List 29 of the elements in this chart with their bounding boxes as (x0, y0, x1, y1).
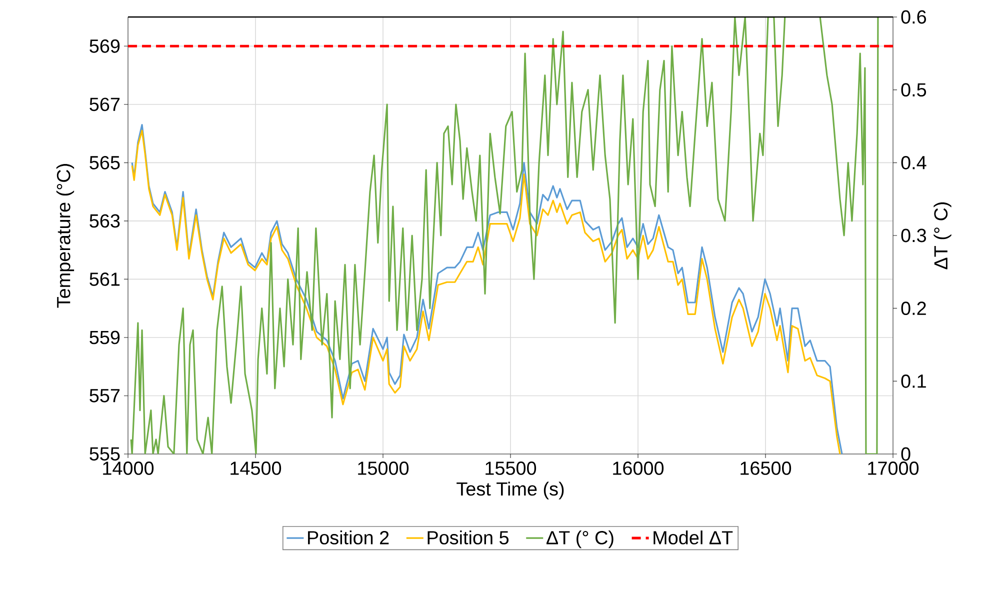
y-tick-label: 561 (90, 272, 120, 286)
x-tick-label: 14000 (103, 462, 154, 475)
x-tick-label: 15500 (486, 462, 536, 475)
x-tick-label: 17000 (868, 462, 919, 475)
y-tick-label: 569 (90, 39, 120, 53)
x-tick-label: 16000 (613, 462, 664, 475)
y-tick-label: 555 (90, 447, 120, 461)
x-tick-label: 16500 (740, 462, 792, 475)
y2-tick-label: 0 (901, 447, 910, 461)
y2-tick-label: 0.1 (901, 374, 926, 388)
y-tick-label: 567 (90, 98, 120, 112)
y-tick-label: 563 (90, 214, 120, 228)
x-axis-title: Test Time (s) (456, 482, 564, 500)
legend-label: Position 5 (428, 530, 509, 544)
y2-tick-label: 0.5 (901, 83, 926, 97)
y-tick-label: 559 (90, 330, 120, 344)
legend-label: Model ΔT (654, 530, 733, 544)
y2-tick-label: 0.4 (901, 156, 926, 170)
y2-tick-label: 0.2 (901, 302, 926, 316)
y2-tick-label: 0.6 (901, 10, 926, 24)
y2-tick-label: 0.3 (901, 228, 926, 242)
legend-label: ΔT (° C) (546, 530, 614, 548)
y-tick-label: 557 (90, 389, 120, 402)
y2-axis-title: ΔT (° C) (934, 202, 952, 270)
y-axis-title: Temperature (°C) (56, 164, 74, 308)
x-tick-label: 14500 (230, 462, 282, 475)
x-tick-label: 15000 (358, 462, 409, 475)
y-tick-label: 565 (90, 156, 120, 170)
legend-label: Position 2 (308, 530, 389, 544)
